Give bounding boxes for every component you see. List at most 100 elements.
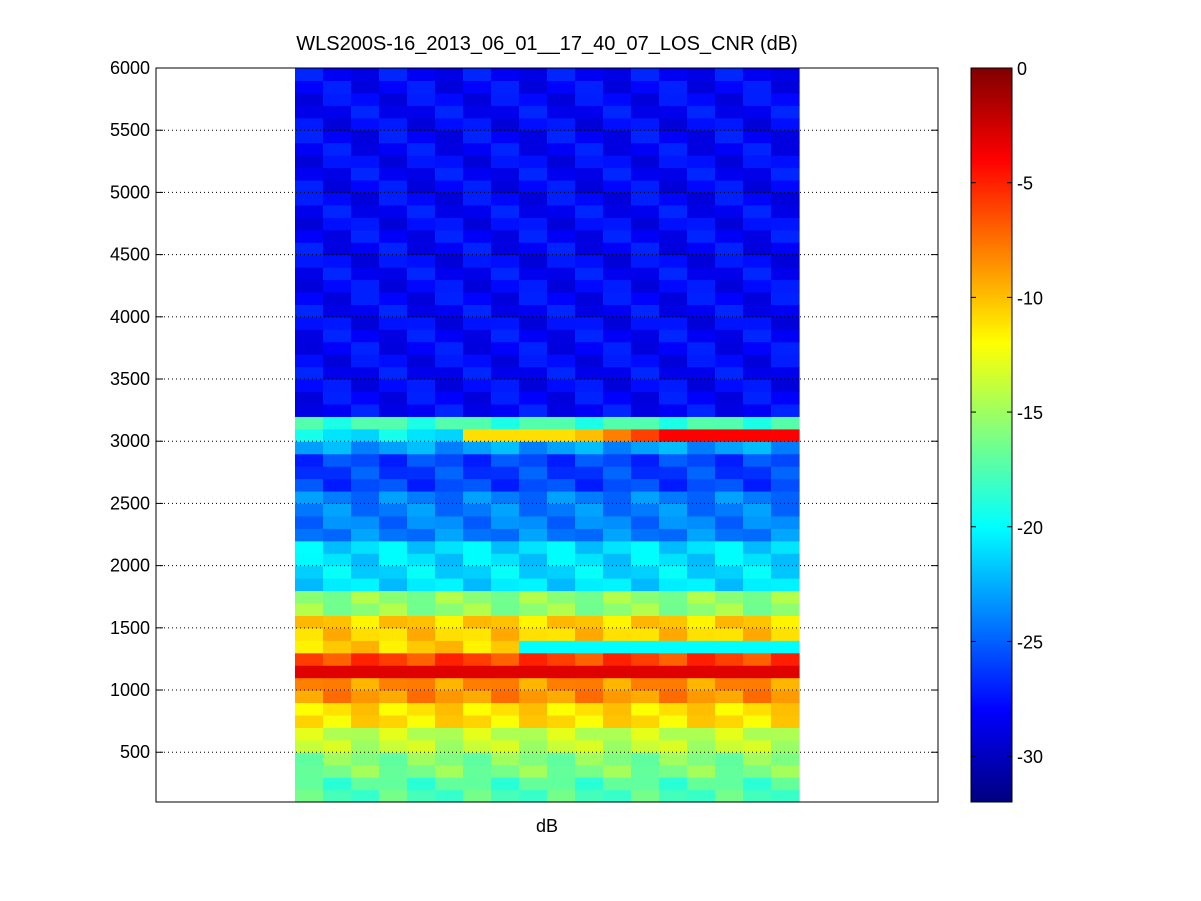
- heatmap-cell: [575, 267, 604, 281]
- heatmap-cell: [295, 379, 324, 393]
- heatmap-cell: [771, 291, 800, 305]
- heatmap-cell: [743, 702, 772, 716]
- heatmap-cell: [519, 441, 548, 455]
- heatmap-cell: [547, 130, 576, 144]
- heatmap-cell: [603, 752, 632, 766]
- heatmap-cell: [659, 640, 688, 654]
- heatmap-cell: [631, 254, 660, 268]
- heatmap-cell: [351, 702, 380, 716]
- heatmap-cell: [407, 615, 436, 629]
- heatmap-cell: [379, 752, 408, 766]
- heatmap-cell: [351, 466, 380, 480]
- heatmap-cell: [519, 739, 548, 753]
- heatmap-cell: [631, 677, 660, 691]
- heatmap-cell: [715, 366, 744, 380]
- heatmap-cell: [351, 366, 380, 380]
- heatmap-cell: [407, 341, 436, 355]
- heatmap-cell: [295, 204, 324, 218]
- heatmap-cell: [351, 515, 380, 529]
- heatmap-cell: [743, 565, 772, 579]
- heatmap-cell: [295, 441, 324, 455]
- heatmap-cell: [491, 466, 520, 480]
- heatmap-cell: [743, 478, 772, 492]
- heatmap-cell: [575, 652, 604, 666]
- heatmap-cell: [659, 192, 688, 206]
- heatmap-cell: [575, 242, 604, 256]
- heatmap-cell: [603, 341, 632, 355]
- heatmap-cell: [323, 478, 352, 492]
- heatmap-cell: [687, 602, 716, 616]
- heatmap-cell: [575, 366, 604, 380]
- heatmap-cell: [435, 590, 464, 604]
- heatmap-cell: [407, 354, 436, 368]
- heatmap-cell: [463, 739, 492, 753]
- heatmap-cell: [715, 565, 744, 579]
- heatmap-cell: [463, 615, 492, 629]
- heatmap-cell: [631, 478, 660, 492]
- heatmap-cell: [295, 602, 324, 616]
- heatmap-cell: [743, 453, 772, 467]
- heatmap-cell: [659, 80, 688, 94]
- heatmap-cell: [407, 478, 436, 492]
- heatmap-cell: [603, 453, 632, 467]
- heatmap-cell: [575, 304, 604, 318]
- heatmap-cell: [519, 155, 548, 169]
- heatmap-cell: [631, 279, 660, 293]
- heatmap-cell: [435, 329, 464, 343]
- heatmap-cell: [351, 503, 380, 517]
- heatmap-cell: [715, 503, 744, 517]
- heatmap-cell: [379, 416, 408, 430]
- heatmap-cell: [519, 229, 548, 243]
- heatmap-cell: [519, 528, 548, 542]
- plot-frame: [155, 67, 939, 803]
- heatmap-cell: [491, 428, 520, 442]
- heatmap-cell: [407, 192, 436, 206]
- heatmap-cell: [407, 217, 436, 231]
- heatmap-cell: [435, 677, 464, 691]
- heatmap-cell: [659, 316, 688, 330]
- heatmap-cell: [771, 242, 800, 256]
- heatmap-cell: [379, 217, 408, 231]
- heatmap-cell: [603, 789, 632, 803]
- heatmap-cell: [351, 727, 380, 741]
- heatmap-cell: [295, 117, 324, 131]
- heatmap-cell: [295, 752, 324, 766]
- heatmap-cell: [687, 68, 716, 82]
- y-tick-label: 5500: [110, 120, 150, 140]
- heatmap-cell: [687, 105, 716, 119]
- heatmap-cell: [407, 690, 436, 704]
- heatmap-cell: [743, 379, 772, 393]
- heatmap-cell: [323, 677, 352, 691]
- heatmap-cell: [631, 702, 660, 716]
- heatmap-cell: [771, 490, 800, 505]
- heatmap-cell: [295, 366, 324, 380]
- heatmap-cell: [771, 254, 800, 268]
- heatmap-cell: [659, 690, 688, 704]
- heatmap-cell: [491, 515, 520, 529]
- heatmap-cell: [687, 242, 716, 256]
- heatmap-cell: [631, 229, 660, 243]
- heatmap-cell: [575, 80, 604, 94]
- heatmap-cell: [491, 677, 520, 691]
- heatmap-cell: [351, 490, 380, 505]
- heatmap-cell: [435, 540, 464, 554]
- heatmap-cell: [743, 553, 772, 567]
- heatmap-cell: [491, 714, 520, 728]
- heatmap-cell: [743, 503, 772, 517]
- heatmap-cell: [351, 590, 380, 604]
- heatmap-cell: [351, 217, 380, 231]
- heatmap-cell: [491, 578, 520, 592]
- heatmap-cell: [575, 179, 604, 194]
- heatmap-cell: [575, 379, 604, 393]
- heatmap-cell: [519, 366, 548, 380]
- heatmap-cell: [743, 229, 772, 243]
- heatmap-cell: [715, 764, 744, 778]
- heatmap-cell: [631, 602, 660, 616]
- heatmap-cell: [463, 192, 492, 206]
- heatmap-cell: [743, 777, 772, 791]
- heatmap-cell: [463, 702, 492, 716]
- heatmap-cell: [771, 179, 800, 194]
- heatmap-cell: [519, 789, 548, 803]
- heatmap-cell: [547, 242, 576, 256]
- heatmap-cell: [575, 578, 604, 592]
